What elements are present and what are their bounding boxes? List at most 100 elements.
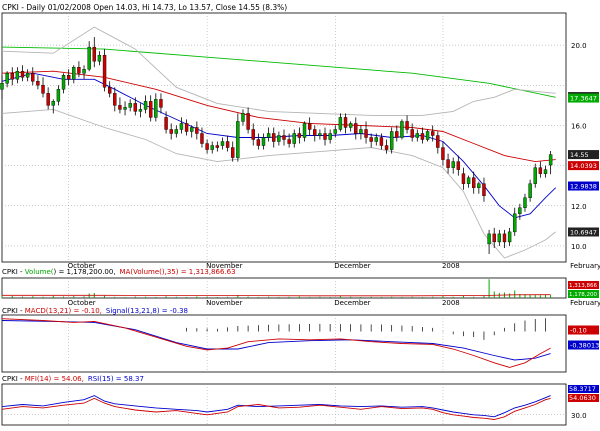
- panel-frame-macd: [1, 314, 567, 373]
- volume-value-tag-label: 1,313,866: [569, 283, 597, 289]
- candle-body: [323, 133, 327, 140]
- candle-body: [56, 89, 61, 102]
- candle-body: [195, 127, 199, 134]
- candle-body: [154, 99, 158, 118]
- macd-symbol: CPKI -: [2, 307, 25, 315]
- price-value-tag-label: 10.6947: [570, 228, 597, 236]
- mfi-value-tag: [568, 394, 599, 402]
- candle-body: [466, 177, 471, 184]
- candle-body: [220, 141, 225, 146]
- candle-body: [251, 129, 255, 140]
- price-value-tag-label: 14.55: [570, 151, 589, 159]
- candle-body: [61, 75, 66, 90]
- candle-body: [102, 54, 107, 88]
- price-tick-label: 20.0: [571, 42, 587, 50]
- candle-body: [446, 159, 450, 168]
- candle-body: [97, 54, 102, 62]
- candle-body: [82, 69, 86, 74]
- macd-label: MACD(13,21) = -0.10,: [25, 307, 102, 315]
- candle-body: [164, 117, 168, 130]
- candle-body: [379, 137, 384, 146]
- price-value-tag: [568, 227, 599, 237]
- price-tick-label: 16.0: [571, 122, 587, 130]
- rsi-line: [1, 395, 551, 418]
- candle-body: [487, 233, 491, 245]
- macd-panel-title: CPKI - MACD(13,21) = -0.10, Signal(13,21,…: [2, 307, 188, 315]
- volume-value-tag-label: 1,178,200: [569, 292, 597, 298]
- candle-body: [92, 46, 96, 62]
- candle-body: [118, 105, 122, 110]
- mfi-panel-title: CPKI - MFI(14) = 54.06, RSI(15) = 58.37: [2, 375, 144, 383]
- price-x-label: December: [334, 262, 370, 270]
- candle-body: [461, 173, 466, 184]
- candle-body: [477, 183, 481, 188]
- candle-body: [72, 67, 76, 80]
- price-tick-label: 12.0: [571, 203, 587, 211]
- candle-body: [236, 121, 240, 158]
- volume-x-label: November: [206, 299, 243, 307]
- candle-body: [282, 135, 286, 140]
- mfi-line: [1, 397, 551, 420]
- candle-body: [507, 231, 512, 243]
- macd-signal-label: Signal(13,21,8) = -0.38: [106, 307, 188, 315]
- macd-line: [1, 318, 551, 368]
- mfi-symbol: CPKI -: [2, 375, 25, 383]
- price-value-tag-label: 17.3647: [570, 95, 597, 103]
- volume-layer: [1, 279, 552, 298]
- macd-value-tag: [568, 340, 599, 350]
- volume-value: ) = 1,178,200.00,: [54, 268, 116, 276]
- candle-body: [51, 101, 55, 106]
- candle-body: [492, 233, 496, 243]
- candle-body: [533, 167, 537, 184]
- candle-body: [497, 233, 502, 243]
- candle-body: [543, 169, 548, 174]
- candle-body: [333, 129, 337, 134]
- volume-x-label: February: [570, 299, 600, 307]
- candle-body: [210, 145, 214, 150]
- candle-body: [456, 161, 461, 170]
- price-value-tag: [568, 150, 599, 160]
- candle-body: [148, 101, 153, 118]
- label-layer: 20.0 16.0 12.0 10.0 October November December 2…: [68, 42, 600, 420]
- price-x-label: November: [206, 262, 243, 270]
- candle-body: [374, 137, 378, 142]
- candle-body: [307, 123, 312, 130]
- price-value-tag-label: 12.9838: [570, 183, 597, 191]
- candle-body: [513, 213, 517, 233]
- candle-body: [5, 73, 9, 84]
- candle-body: [77, 67, 81, 74]
- price-overlay-line: [1, 70, 556, 163]
- panel-frame-mfi: [1, 383, 567, 426]
- candle-body: [400, 121, 404, 138]
- candle-body: [518, 207, 522, 215]
- candle-body: [482, 183, 486, 196]
- candle-body: [113, 93, 117, 106]
- candle-body: [241, 113, 245, 122]
- candle-body: [174, 129, 179, 134]
- candle-body: [277, 135, 281, 142]
- volume-ma-label: MA(Volume(),35) = 1,313,866.63: [120, 268, 236, 276]
- price-x-label: October: [68, 262, 96, 270]
- candle-body: [246, 113, 250, 130]
- panel-frame-vol: [1, 277, 567, 299]
- candle-body: [297, 133, 302, 138]
- candle-body: [169, 129, 173, 134]
- candle-body: [436, 135, 440, 148]
- candle-body: [25, 73, 30, 78]
- candle-body: [302, 123, 307, 138]
- candle-body: [318, 133, 322, 136]
- candle-body: [200, 133, 204, 144]
- candle-body: [138, 109, 143, 112]
- candle-body: [41, 85, 45, 94]
- candle-body: [31, 73, 35, 82]
- candle-body: [0, 83, 4, 90]
- candle-body: [128, 103, 132, 108]
- candle-body: [215, 145, 220, 148]
- volume-symbol: CPKI -: [2, 268, 25, 276]
- candle-body: [87, 46, 91, 70]
- volume-panel-title: CPKI - Volume() = 1,178,200.00, MA(Volume…: [2, 268, 236, 276]
- macd-value-tag: [568, 325, 599, 335]
- candle-body: [266, 133, 271, 138]
